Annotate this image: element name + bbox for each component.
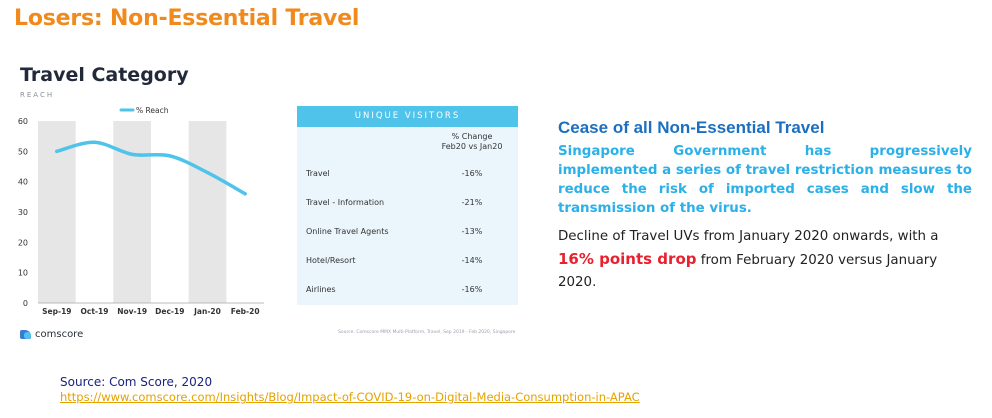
unique-visitors-header: UNIQUE VISITORS	[297, 106, 518, 127]
row-category: Airlines	[306, 285, 336, 294]
y-tick-label: 50	[18, 147, 28, 156]
y-tick-label: 0	[23, 299, 28, 308]
chart-panel-subtitle: REACH	[20, 91, 55, 99]
row-category: Travel	[306, 169, 330, 178]
reach-line-chart: 0 10 20 30 40 50 60 Sep-19 Oct-19 Nov-19 Dec-19 Jan…	[18, 106, 264, 316]
y-tick-label: 40	[18, 178, 28, 187]
x-tick-label: Jan-20	[193, 307, 221, 316]
data-point	[168, 154, 172, 158]
row-category: Hotel/Resort	[306, 256, 356, 265]
row-change: -14%	[461, 256, 483, 265]
row-change: -13%	[461, 227, 483, 236]
change-column-header: % Change Feb20 vs Jan20	[441, 132, 503, 151]
row-change: -21%	[461, 198, 483, 207]
x-tick-label: Oct-19	[81, 307, 109, 316]
table-row: Airlines -16%	[297, 285, 518, 299]
source-label: Source: Com Score, 2020	[60, 375, 213, 389]
row-category: Online Travel Agents	[306, 227, 389, 236]
table-row: Travel - Information -21%	[297, 198, 518, 212]
decline-statement: Decline of Travel UVs from January 2020 …	[558, 229, 939, 290]
data-point	[205, 170, 210, 175]
data-point	[55, 149, 59, 153]
unique-visitors-table: UNIQUE VISITORS % Change Feb20 vs Jan20 …	[297, 106, 518, 305]
data-point	[243, 192, 247, 196]
x-tick-label: Feb-20	[231, 307, 260, 316]
comscore-logo-icon	[20, 329, 31, 339]
slide-title: Losers: Non-Essential Travel	[14, 6, 360, 31]
legend-label: % Reach	[136, 106, 169, 115]
x-tick-label: Nov-19	[117, 307, 147, 316]
chart-panel-title: Travel Category	[20, 64, 189, 86]
chart-source-note: Source: Comscore MMX Multi-Platform, Tra…	[338, 330, 516, 335]
y-tick-label: 30	[18, 208, 28, 217]
row-category: Travel - Information	[306, 198, 385, 207]
x-tick-label: Dec-19	[155, 307, 184, 316]
band-column	[188, 121, 227, 303]
row-change: -16%	[461, 285, 483, 294]
x-tick-label: Sep-19	[42, 307, 71, 316]
table-row: Travel -16%	[297, 169, 518, 183]
decline-highlight: 16% points drop	[558, 250, 697, 268]
section-body: Singapore Government has progressively i…	[558, 144, 972, 216]
series-line-reach	[55, 140, 247, 196]
data-point	[92, 140, 97, 144]
comscore-logo: comscore	[20, 327, 83, 341]
data-point	[130, 152, 134, 156]
row-change: -16%	[461, 169, 483, 178]
table-row: Online Travel Agents -13%	[297, 227, 518, 241]
source-link[interactable]: https://www.comscore.com/Insights/Blog/I…	[60, 390, 640, 404]
y-tick-label: 10	[18, 269, 28, 278]
table-row: Hotel/Resort -14%	[297, 256, 518, 270]
section-heading: Cease of all Non-Essential Travel	[558, 118, 825, 137]
y-tick-label: 60	[18, 117, 28, 126]
y-tick-label: 20	[18, 238, 28, 247]
